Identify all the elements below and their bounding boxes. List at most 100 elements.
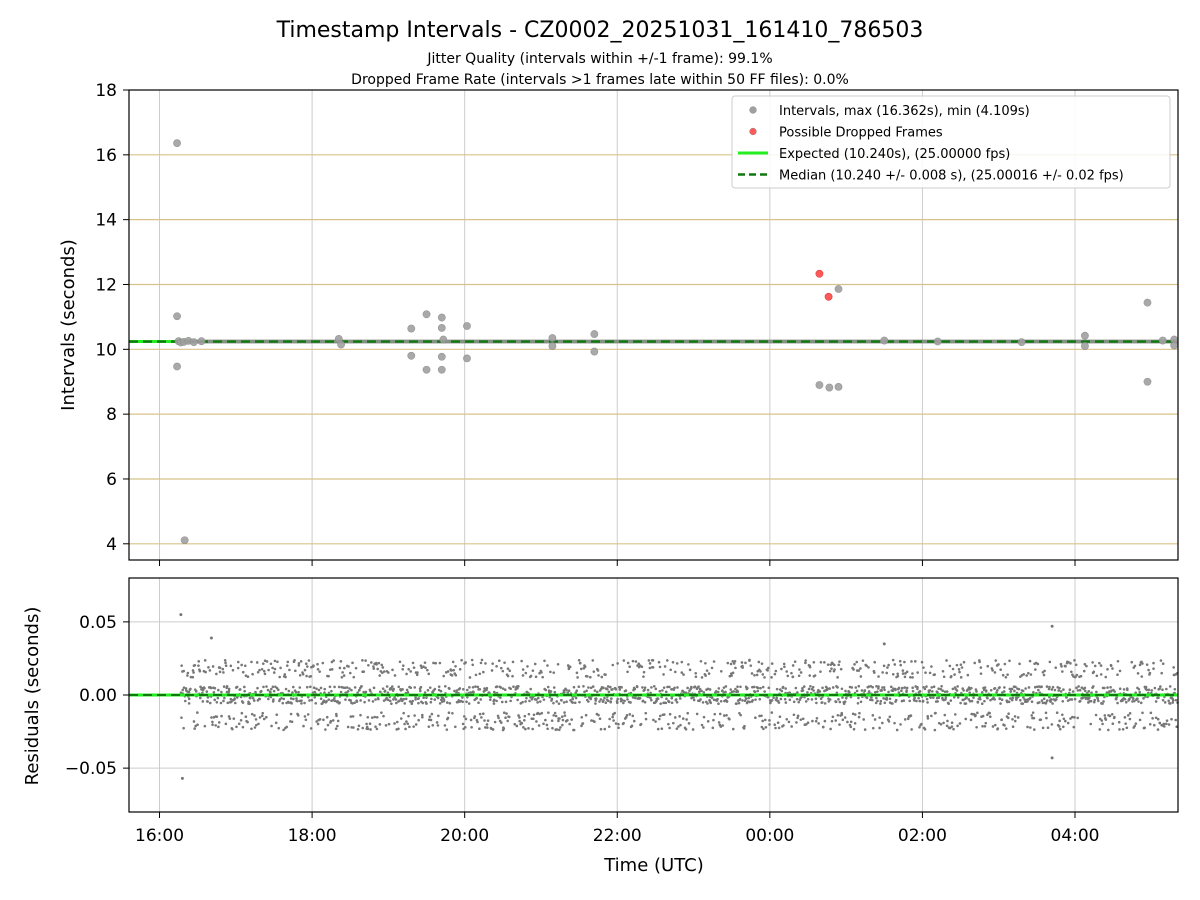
residual-point (1167, 723, 1171, 726)
residual-point (501, 687, 505, 690)
residual-point (756, 689, 760, 693)
residual-point (996, 727, 1000, 730)
interval-point-25 (590, 330, 599, 338)
residual-point (423, 691, 427, 694)
residual-point (620, 698, 624, 702)
residual-outlier-0 (179, 613, 183, 617)
residual-point (937, 696, 941, 700)
residual-point (897, 686, 901, 690)
residual-point (856, 701, 860, 705)
residual-point (446, 716, 450, 720)
residual-point (442, 699, 446, 703)
residual-point (555, 728, 559, 731)
residual-point (697, 690, 701, 694)
residual-point (1072, 725, 1076, 729)
residual-point (582, 685, 585, 688)
residual-point (222, 671, 225, 674)
residual-point (1003, 724, 1006, 727)
residual-point (422, 665, 425, 669)
residual-point (738, 711, 741, 715)
residual-point (1132, 699, 1136, 703)
residual-point (825, 687, 829, 690)
residual-point (269, 662, 273, 666)
residual-point (1062, 717, 1066, 721)
residual-point (784, 701, 788, 704)
residual-point (316, 668, 320, 671)
residual-point (782, 662, 786, 666)
interval-point-36 (1143, 298, 1152, 307)
residual-point (471, 663, 475, 667)
residual-point (362, 670, 366, 673)
residual-point (949, 675, 953, 678)
residual-point (336, 699, 339, 703)
residual-point (1007, 700, 1011, 704)
residual-point (814, 697, 818, 701)
residual-point (373, 715, 377, 719)
residual-point (340, 676, 344, 679)
residual-point (291, 691, 294, 694)
residual-point (572, 685, 576, 689)
residual-point (336, 724, 339, 728)
residual-point (313, 690, 317, 694)
interval-point-29 (834, 285, 843, 293)
residual-point (258, 697, 262, 701)
residual-point (598, 700, 601, 703)
residual-point (758, 714, 761, 718)
residual-point (454, 664, 457, 668)
residual-point (1093, 698, 1097, 702)
residual-point (675, 700, 679, 704)
residual-point (1165, 719, 1169, 722)
residual-point (448, 701, 452, 705)
residual-point (451, 660, 455, 664)
residual-point (647, 659, 651, 662)
residual-point (419, 685, 423, 689)
residual-point (319, 686, 323, 690)
residual-point (273, 667, 277, 671)
residual-point (704, 661, 707, 665)
residual-point (943, 690, 947, 693)
residual-point (1092, 700, 1096, 704)
residual-point (215, 700, 219, 704)
residual-point (554, 714, 558, 718)
x-tick-label-3: 22:00 (593, 826, 642, 846)
residual-point (613, 711, 616, 715)
residual-point (878, 726, 881, 730)
residual-point (446, 670, 450, 673)
residual-point (423, 661, 427, 664)
residual-point (429, 718, 433, 722)
residual-point (1044, 711, 1048, 715)
residual-point (244, 715, 248, 719)
residual-point (1074, 675, 1077, 679)
residual-point (1047, 687, 1051, 691)
residual-point (654, 720, 657, 723)
residual-point (484, 662, 487, 665)
residual-point (319, 697, 323, 701)
residual-point (464, 661, 467, 664)
bottom-axes-frame (128, 577, 1179, 813)
residual-point (377, 661, 381, 665)
residual-point (1073, 697, 1077, 701)
residual-point (596, 669, 600, 672)
residual-point (989, 715, 992, 719)
residual-point (729, 688, 733, 691)
residual-point (198, 669, 202, 673)
residual-point (664, 690, 668, 694)
residual-point (857, 684, 861, 688)
residual-point (808, 674, 812, 677)
residual-point (709, 701, 712, 705)
residual-point (243, 664, 247, 668)
interval-point-16 (437, 313, 446, 322)
residual-point (796, 716, 799, 720)
residual-point (287, 689, 291, 693)
residual-point (838, 660, 841, 663)
residual-point (725, 713, 728, 717)
residual-point (181, 688, 185, 692)
residual-point (968, 691, 972, 694)
residual-point (322, 718, 325, 722)
residual-point (1076, 716, 1080, 720)
residual-point (401, 667, 404, 671)
residual-point (345, 686, 349, 689)
residual-point (1006, 716, 1010, 720)
residual-point (1170, 717, 1173, 721)
residual-point (950, 721, 954, 724)
